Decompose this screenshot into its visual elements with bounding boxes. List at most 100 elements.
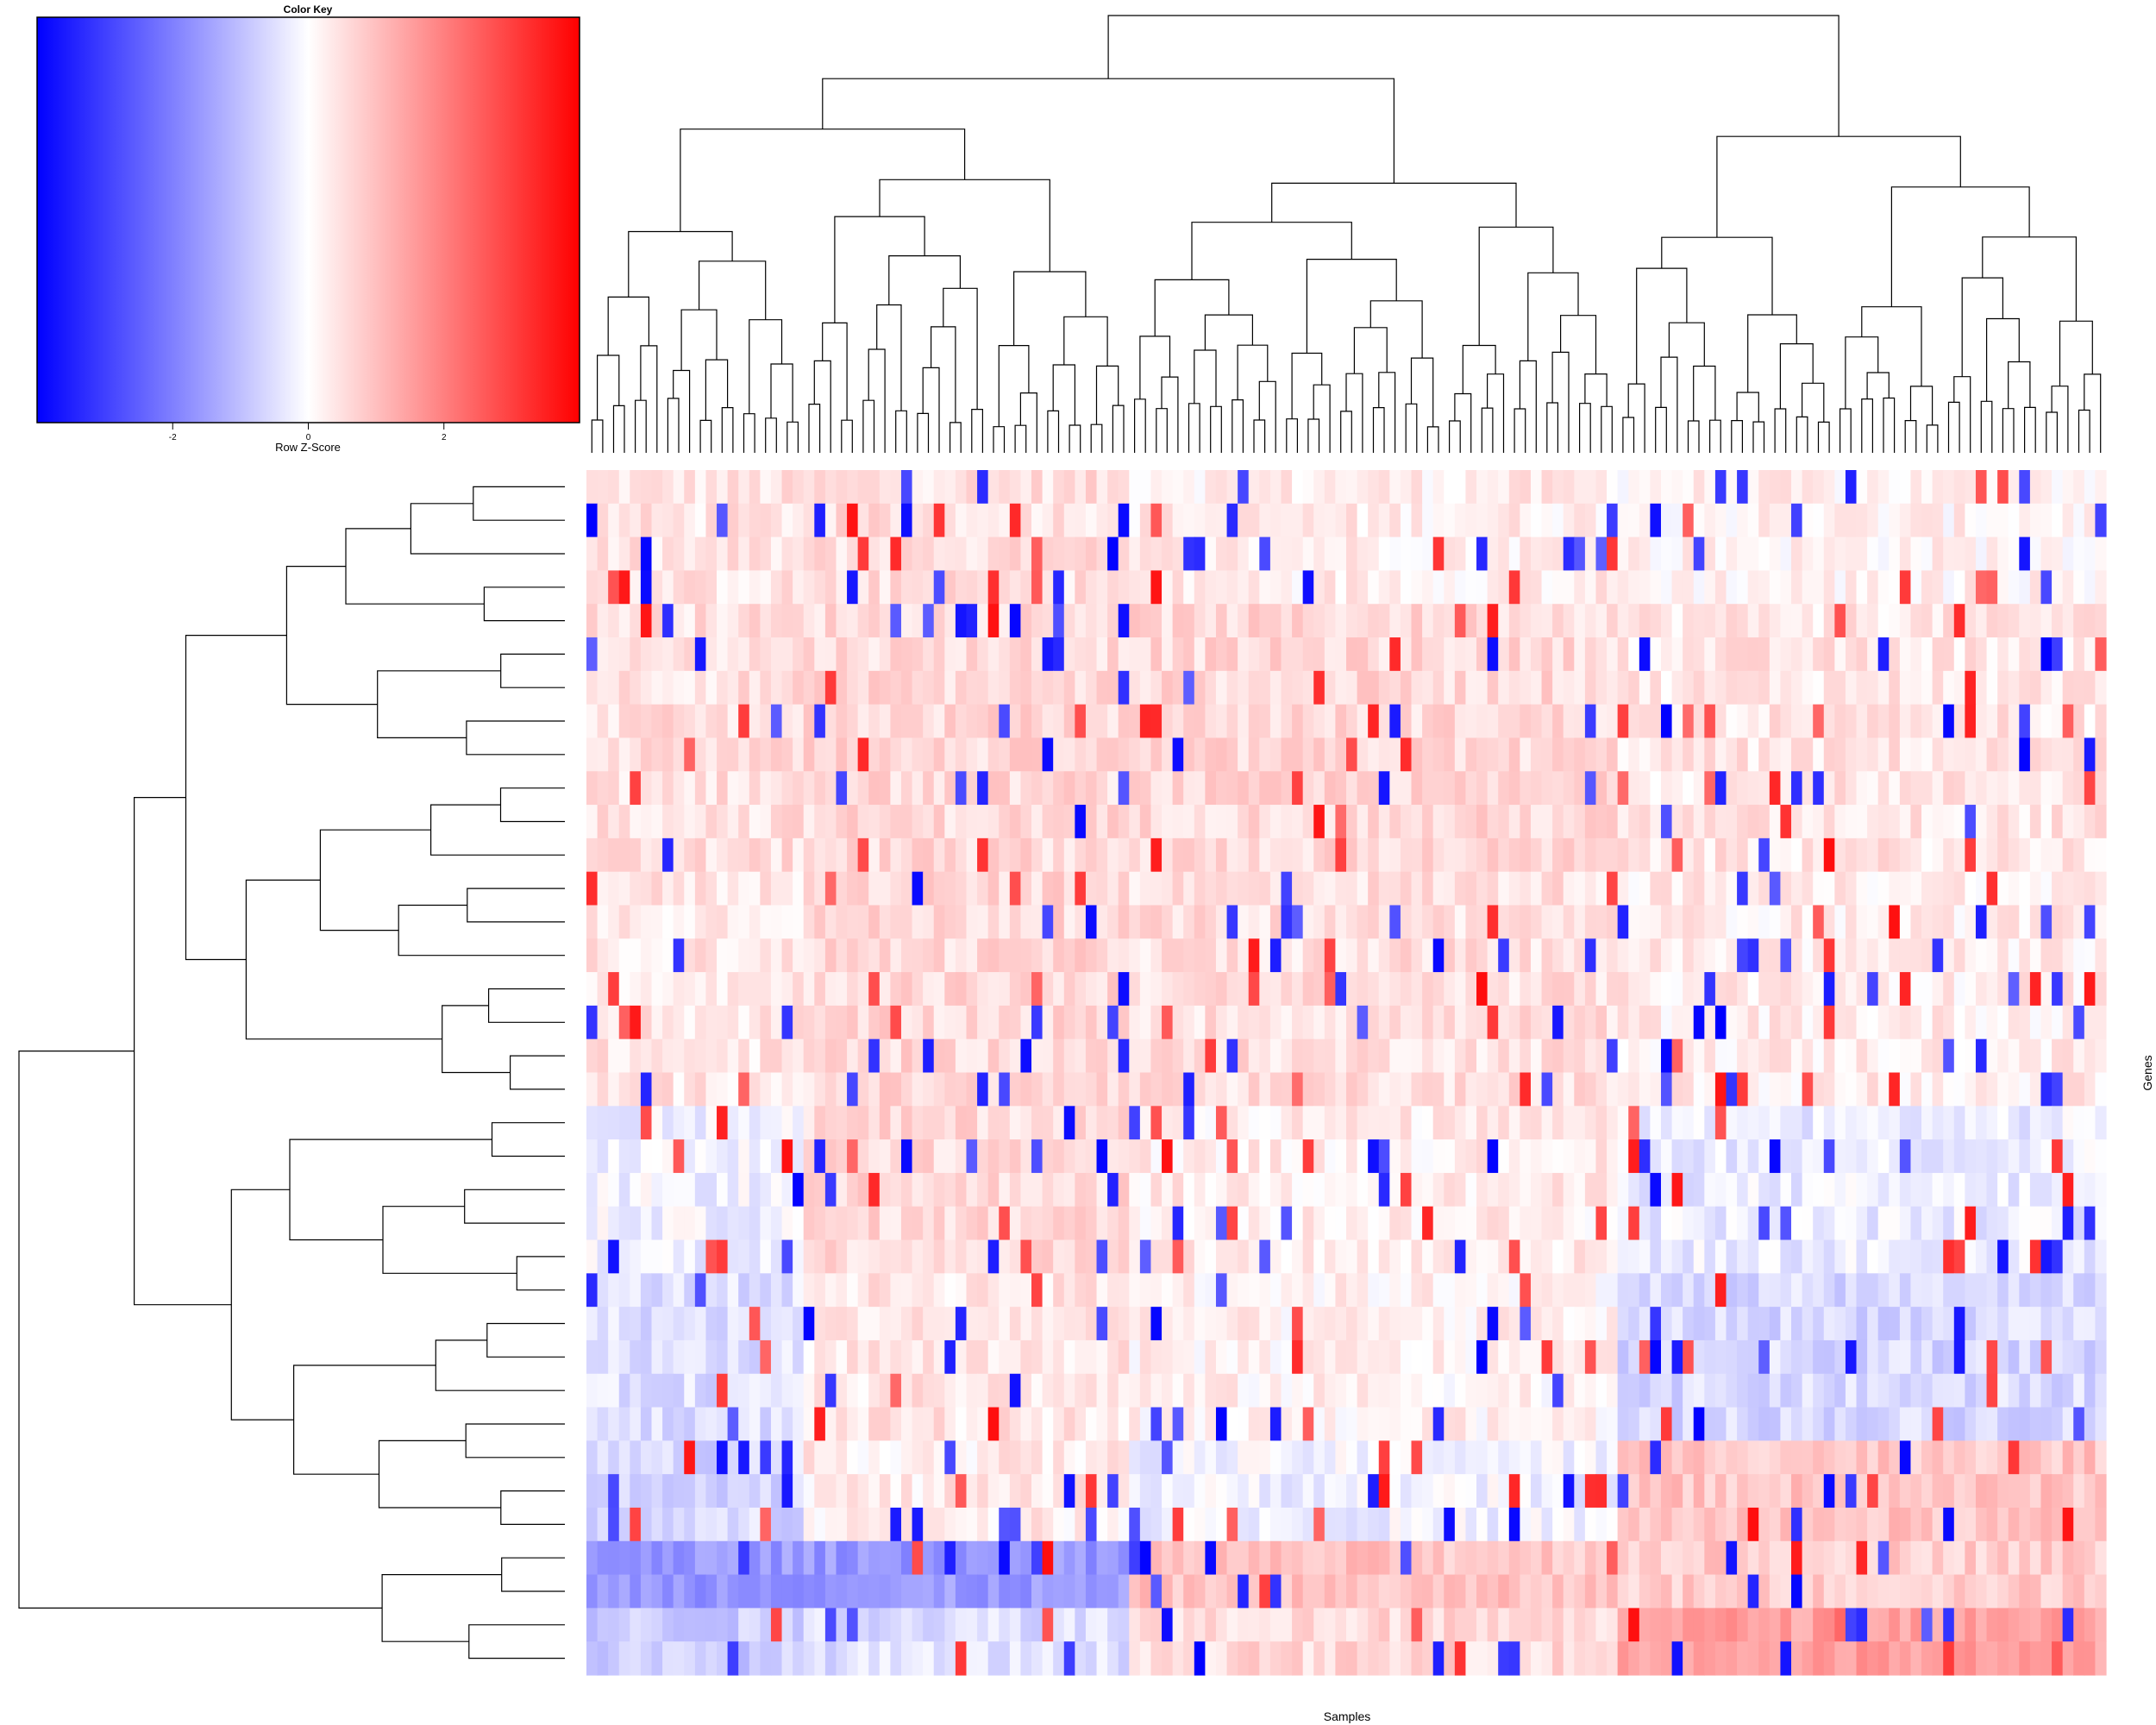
heatmap-cell: [1400, 771, 1413, 806]
heatmap-cell: [1660, 1206, 1673, 1241]
heatmap-cell: [1520, 604, 1532, 638]
heatmap-cell: [738, 1407, 750, 1441]
heatmap-cell: [618, 670, 630, 706]
heatmap-cell: [1997, 837, 2009, 873]
heatmap-cell: [1444, 637, 1456, 672]
heatmap-cell: [1867, 1373, 1879, 1408]
heatmap-cell: [738, 972, 750, 1007]
dendrogram-branch: [1253, 419, 1266, 453]
heatmap-cell: [1953, 1005, 1965, 1040]
heatmap-cell: [1129, 637, 1141, 672]
heatmap-cell: [1172, 1507, 1184, 1542]
heatmap-cell: [1714, 1005, 1727, 1040]
heatmap-cell: [1313, 1273, 1326, 1308]
heatmap-cell: [1009, 805, 1022, 839]
heatmap-cell: [1487, 1239, 1499, 1274]
heatmap-cell: [1780, 1373, 1792, 1408]
heatmap-cell: [1226, 905, 1238, 939]
dendrogram-branch: [1052, 364, 1075, 425]
heatmap-cell: [738, 771, 750, 806]
heatmap-cell: [1346, 1407, 1358, 1441]
heatmap-cell: [2040, 938, 2053, 973]
heatmap-cell: [1639, 1540, 1651, 1576]
heatmap-cell: [1563, 972, 1575, 1007]
heatmap-cell: [1508, 470, 1520, 505]
heatmap-cell: [836, 737, 848, 772]
heatmap-cell: [2095, 570, 2107, 605]
heatmap-cell: [857, 503, 869, 538]
heatmap-cell: [717, 704, 729, 739]
heatmap-cell: [1953, 1540, 1965, 1576]
heatmap-cell: [1683, 536, 1695, 572]
heatmap-cell: [1823, 1574, 1835, 1609]
heatmap-cell: [1292, 1474, 1304, 1509]
heatmap-cell: [760, 1474, 772, 1509]
heatmap-cell: [933, 637, 945, 672]
heatmap-cell: [1075, 503, 1087, 538]
heatmap-cell: [836, 1172, 848, 1208]
heatmap-cell: [1650, 805, 1662, 839]
heatmap-cell: [1378, 1005, 1390, 1040]
heatmap-cell: [1541, 1206, 1553, 1241]
heatmap-cell: [1953, 737, 1965, 772]
heatmap-cell: [1747, 1307, 1759, 1341]
dendrogram-branch: [1839, 408, 1852, 453]
heatmap-cell: [1671, 536, 1683, 572]
heatmap-cell: [1617, 1106, 1629, 1140]
heatmap-cell: [1953, 938, 1965, 973]
heatmap-cell: [1845, 1139, 1858, 1174]
heatmap-cell: [1465, 670, 1477, 706]
heatmap-cell: [900, 1574, 913, 1609]
heatmap-cell: [1096, 1540, 1108, 1576]
heatmap-cell: [1965, 1339, 1977, 1375]
heatmap-cell: [1107, 470, 1119, 505]
heatmap-cell: [1834, 972, 1846, 1007]
dendrogram-branch: [378, 1440, 501, 1509]
heatmap-cell: [1075, 1307, 1087, 1341]
heatmap-cell: [1454, 1574, 1467, 1609]
heatmap-cell: [933, 503, 945, 538]
heatmap-cell: [879, 1474, 891, 1509]
heatmap-cell: [1997, 604, 2009, 638]
heatmap-cell: [1302, 536, 1314, 572]
heatmap-cell: [1877, 737, 1890, 772]
heatmap-cell: [2008, 604, 2020, 638]
heatmap-cell: [1259, 1139, 1271, 1174]
heatmap-cell: [2062, 503, 2074, 538]
heatmap-cell: [1899, 470, 1912, 505]
heatmap-cell: [1986, 1407, 1998, 1441]
heatmap-cell: [1552, 905, 1564, 939]
heatmap-cell: [1063, 1239, 1075, 1274]
heatmap-cell: [879, 1239, 891, 1274]
heatmap-cell: [1997, 670, 2009, 706]
heatmap-cell: [1292, 1038, 1304, 1074]
heatmap-cell: [1791, 1005, 1803, 1040]
heatmap-cell: [1465, 1038, 1477, 1074]
heatmap-cell: [1487, 905, 1499, 939]
heatmap-cell: [662, 1507, 674, 1542]
heatmap-cell: [999, 1608, 1011, 1642]
heatmap-cell: [1520, 1407, 1532, 1441]
heatmap-cell: [836, 1005, 848, 1040]
heatmap-cell: [2040, 570, 2053, 605]
heatmap-cell: [1758, 1106, 1771, 1140]
heatmap-cell: [640, 1507, 653, 1542]
heatmap-cell: [738, 871, 750, 906]
heatmap-cell: [1107, 637, 1119, 672]
heatmap-cell: [1302, 771, 1314, 806]
heatmap-cell: [1997, 1574, 2009, 1609]
heatmap-cell: [1313, 1507, 1326, 1542]
heatmap-cell: [1194, 1307, 1206, 1341]
heatmap-cell: [1335, 704, 1347, 739]
heatmap-cell: [999, 1206, 1011, 1241]
heatmap-cell: [944, 1608, 956, 1642]
heatmap-cell: [1552, 1507, 1564, 1542]
heatmap-cell: [1802, 503, 1814, 538]
heatmap-cell: [1867, 1005, 1879, 1040]
heatmap-cell: [1997, 1106, 2009, 1140]
heatmap-cell: [1552, 1540, 1564, 1576]
heatmap-cell: [1899, 704, 1912, 739]
heatmap-cell: [1802, 1440, 1814, 1475]
heatmap-cell: [803, 1608, 815, 1642]
heatmap-cell: [1508, 771, 1520, 806]
